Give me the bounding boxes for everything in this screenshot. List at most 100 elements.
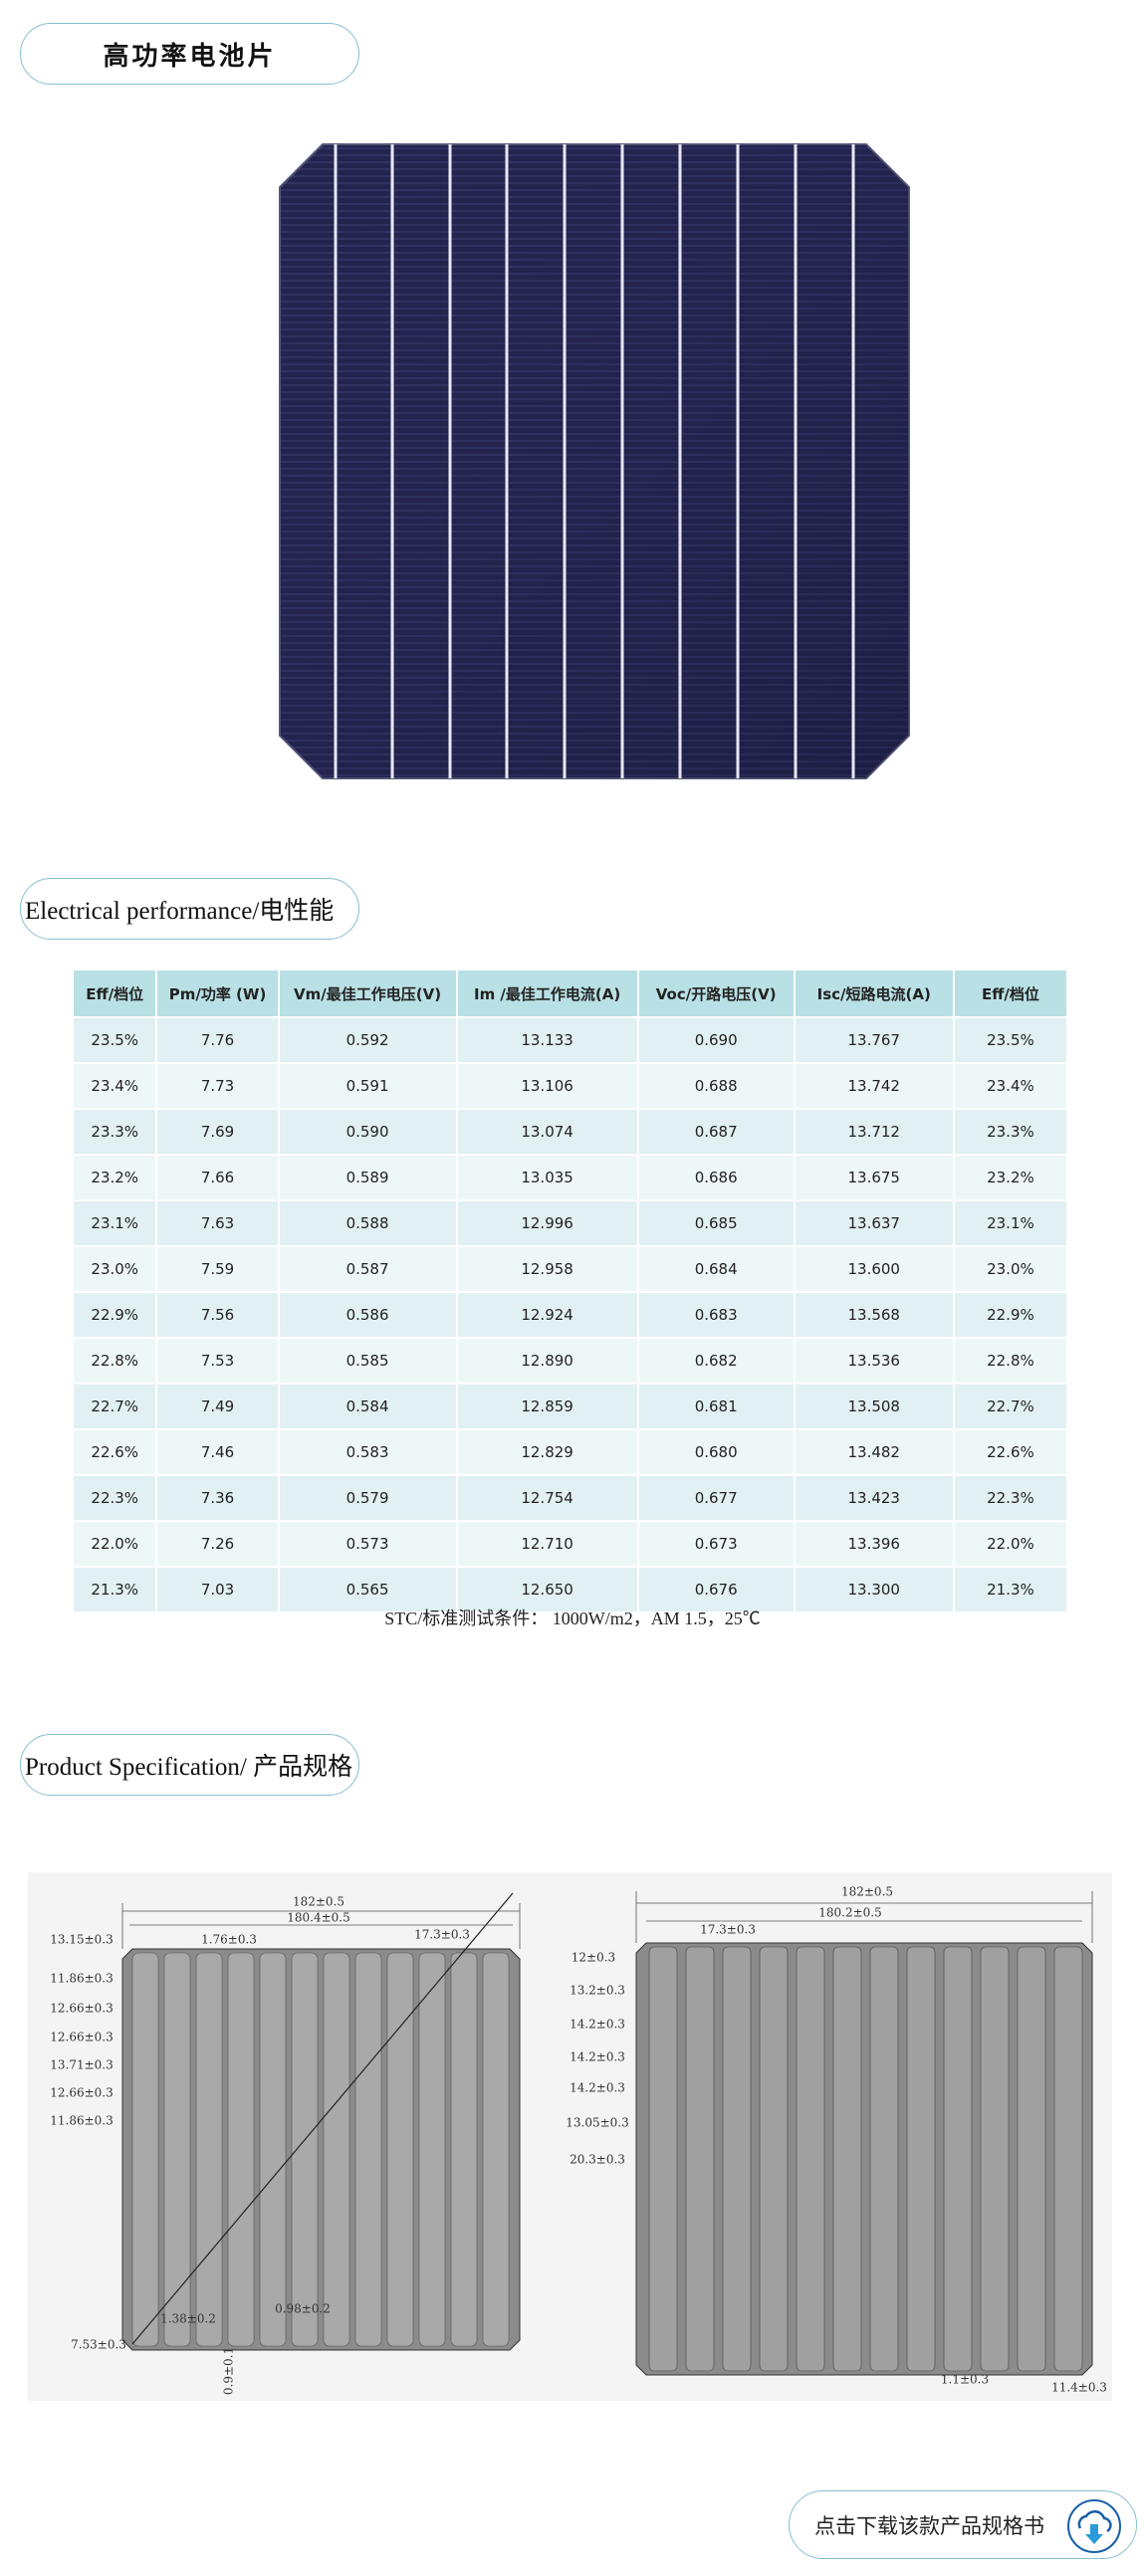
table-cell: 23.4% <box>74 1064 156 1108</box>
table-row: 23.3% 7.69 0.590 13.074 0.687 13.712 23.3% <box>74 1110 1066 1154</box>
table-cell: 22.0% <box>74 1522 156 1566</box>
table-row: 22.0% 7.26 0.573 12.710 0.673 13.396 22.0% <box>74 1522 1066 1566</box>
table-row: 22.6% 7.46 0.583 12.829 0.680 13.482 22.6% <box>74 1430 1066 1474</box>
section-title: Electrical performance/电性能 <box>20 878 359 940</box>
table-cell: 13.637 <box>795 1201 953 1245</box>
table-cell: 0.684 <box>638 1247 794 1291</box>
dimension-label: 180.4±0.5 <box>287 1911 350 1925</box>
table-cell: 0.586 <box>279 1293 456 1337</box>
table-cell: 7.03 <box>157 1568 278 1611</box>
cell-strip <box>259 1952 287 2347</box>
cell-strip <box>648 1946 678 2372</box>
dimension-label: 11.86±0.3 <box>50 1972 114 1986</box>
table-cell: 0.683 <box>638 1293 794 1337</box>
table-cell: 22.6% <box>74 1430 156 1474</box>
table-cell: 13.482 <box>795 1430 953 1474</box>
dimension-label: 1.38±0.2 <box>160 2312 216 2326</box>
table-cell: 22.8% <box>74 1339 156 1383</box>
table-cell: 23.2% <box>954 1156 1066 1199</box>
cell-strip <box>906 1946 936 2372</box>
table-cell: 13.508 <box>795 1385 953 1428</box>
dimension-label: 13.15±0.3 <box>50 1933 114 1947</box>
table-cell: 23.5% <box>74 1018 156 1062</box>
section-title: 高功率电池片 <box>20 23 359 85</box>
table-cell: 12.754 <box>457 1476 637 1520</box>
dimension-label: 1.76±0.3 <box>201 1933 257 1947</box>
table-cell: 13.675 <box>795 1156 953 1199</box>
table-cell: 22.9% <box>954 1293 1066 1337</box>
back-drawing <box>635 1891 1093 2376</box>
table-cell: 22.9% <box>74 1293 156 1337</box>
column-header: Eff/档位 <box>74 970 156 1016</box>
table-row: 22.3% 7.36 0.579 12.754 0.677 13.423 22.3% <box>74 1476 1066 1520</box>
download-spec-button[interactable]: 点击下载该款产品规格书 <box>789 2490 1137 2559</box>
dimension-label: 17.3±0.3 <box>700 1923 756 1937</box>
table-cell: 0.682 <box>638 1339 794 1383</box>
cell-strip <box>386 1952 414 2347</box>
dimension-label: 11.4±0.3 <box>1051 2381 1107 2395</box>
test-conditions: STC/标准测试条件： 1000W/m2，AM 1.5，25℃ <box>384 1609 761 1628</box>
dimension-label: 17.3±0.3 <box>414 1928 470 1942</box>
dimension-label: 1.1±0.3 <box>941 2373 989 2387</box>
table-cell: 0.579 <box>279 1476 456 1520</box>
table-cell: 7.69 <box>157 1110 278 1154</box>
table-cell: 22.7% <box>954 1385 1066 1428</box>
cell-strip <box>418 1952 446 2347</box>
table-cell: 0.565 <box>279 1568 456 1611</box>
table-cell: 13.767 <box>795 1018 953 1062</box>
cell-strip <box>163 1952 191 2347</box>
table-cell: 21.3% <box>954 1568 1066 1611</box>
table-cell: 13.396 <box>795 1522 953 1566</box>
table-cell: 7.63 <box>157 1201 278 1245</box>
table-row: 23.2% 7.66 0.589 13.035 0.686 13.675 23.2% <box>74 1156 1066 1199</box>
table-cell: 12.958 <box>457 1247 637 1291</box>
table-cell: 0.688 <box>638 1064 794 1108</box>
button-label: 点击下载该款产品规格书 <box>814 2513 1044 2538</box>
dimension-label: 12.66±0.3 <box>50 2031 114 2044</box>
table-cell: 7.59 <box>157 1247 278 1291</box>
table-cell: 0.592 <box>279 1018 456 1062</box>
cell-strip <box>722 1946 752 2372</box>
cell-strip <box>869 1946 899 2372</box>
table-cell: 22.3% <box>74 1476 156 1520</box>
dimension-label: 20.3±0.3 <box>570 2153 625 2167</box>
column-header: Pm/功率 (W) <box>157 970 278 1016</box>
table-row: 23.4% 7.73 0.591 13.106 0.688 13.742 23.4% <box>74 1064 1066 1108</box>
dimension-label: 11.86±0.3 <box>50 2114 114 2128</box>
table-row: 21.3% 7.03 0.565 12.650 0.676 13.300 21.3% <box>74 1568 1066 1611</box>
performance-table: Eff/档位 Pm/功率 (W) Vm/最佳工作电压(V) Im /最佳工作电流(A)… <box>72 968 1068 1613</box>
table-cell: 13.568 <box>795 1293 953 1337</box>
table-cell: 23.3% <box>954 1110 1066 1154</box>
table-cell: 0.676 <box>638 1568 794 1611</box>
table-cell: 13.536 <box>795 1339 953 1383</box>
table-cell: 23.0% <box>74 1247 156 1291</box>
dimension-label: 13.05±0.3 <box>566 2116 629 2130</box>
table-cell: 13.600 <box>795 1247 953 1291</box>
table-cell: 12.650 <box>457 1568 637 1611</box>
cell-strip <box>323 1952 350 2347</box>
table-cell: 7.46 <box>157 1430 278 1474</box>
table-cell: 13.300 <box>795 1568 953 1611</box>
dimension-label: 14.2±0.3 <box>570 2018 625 2032</box>
table-cell: 23.5% <box>954 1018 1066 1062</box>
table-cell: 23.4% <box>954 1064 1066 1108</box>
column-header: Voc/开路电压(V) <box>638 970 794 1016</box>
table-cell: 0.588 <box>279 1201 456 1245</box>
column-header: Vm/最佳工作电压(V) <box>279 970 456 1016</box>
table-cell: 0.685 <box>638 1201 794 1245</box>
cell-strip <box>1053 1946 1083 2372</box>
dimension-label: 14.2±0.3 <box>570 2050 625 2064</box>
table-cell: 0.589 <box>279 1156 456 1199</box>
cell-strip <box>227 1952 255 2347</box>
dimension-label: 12.66±0.3 <box>50 2002 114 2016</box>
cell-strip <box>195 1952 223 2347</box>
column-header: Isc/短路电流(A) <box>795 970 953 1016</box>
cell-strip <box>482 1952 510 2347</box>
dimension-label: 13.2±0.3 <box>570 1984 625 1998</box>
table-row: 23.0% 7.59 0.587 12.958 0.684 13.600 23.0% <box>74 1247 1066 1291</box>
table-cell: 12.829 <box>457 1430 637 1474</box>
table-cell: 0.687 <box>638 1110 794 1154</box>
table-cell: 22.0% <box>954 1522 1066 1566</box>
